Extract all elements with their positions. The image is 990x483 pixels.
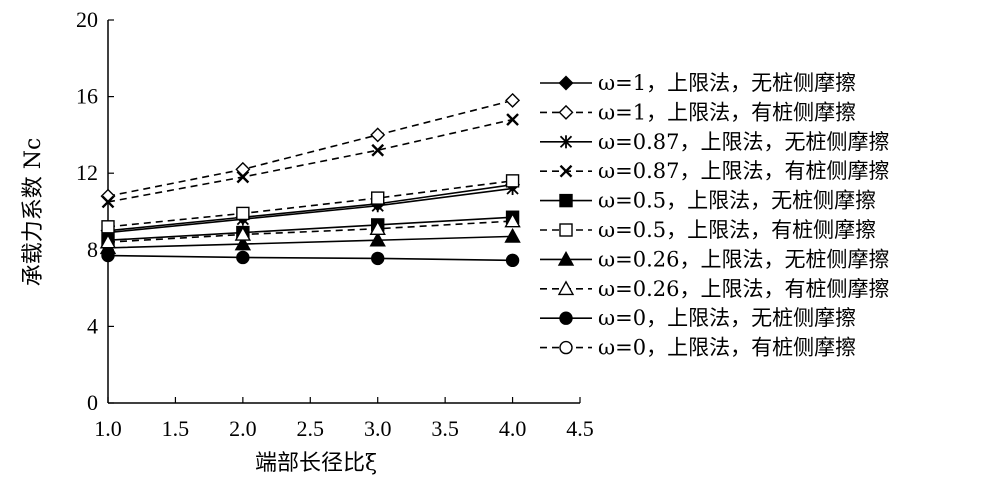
legend-item: ω=1，上限法，有桩侧摩擦 <box>540 100 856 124</box>
series-line <box>107 254 513 262</box>
legend-label: ω=0.5，上限法，无桩侧摩擦 <box>598 189 876 213</box>
data-point <box>236 170 250 184</box>
x-tick-label: 2.5 <box>297 416 325 441</box>
data-point <box>369 231 386 247</box>
legend-item: ω=0，上限法，无桩侧摩擦 <box>540 306 856 330</box>
data-point <box>371 143 385 157</box>
legend-marker <box>559 135 573 149</box>
legend-item: ω=1，上限法，无桩侧摩擦 <box>540 71 856 95</box>
legend-label: ω=0.87，上限法，有桩侧摩擦 <box>598 159 889 183</box>
legend-item: ω=0.26，上限法，无桩侧摩擦 <box>540 247 889 271</box>
marker-stroke <box>101 195 115 209</box>
marker-stroke <box>236 170 250 184</box>
legend-marker <box>559 223 573 237</box>
data-point <box>505 174 520 188</box>
y-tick-label: 8 <box>87 237 98 262</box>
series-line <box>107 118 513 203</box>
legend-label: ω=0.5，上限法，有桩侧摩擦 <box>598 218 876 242</box>
data-point <box>505 253 520 268</box>
y-tick-label: 12 <box>76 160 98 185</box>
series-layer <box>99 92 521 268</box>
data-point <box>101 220 115 234</box>
data-point <box>236 250 250 265</box>
data-point <box>371 251 385 266</box>
legend-label: ω=0.26，上限法，有桩侧摩擦 <box>598 277 889 301</box>
data-point <box>370 127 386 143</box>
data-point <box>504 212 521 228</box>
series-line <box>107 220 513 243</box>
y-tick-label: 0 <box>87 390 98 415</box>
legend-item: ω=0.87，上限法，有桩侧摩擦 <box>540 159 889 183</box>
series-7 <box>99 212 521 249</box>
x-tick-label: 3.0 <box>364 416 392 441</box>
series-line <box>107 235 513 249</box>
x-tick-label: 4.0 <box>499 416 527 441</box>
series-line <box>107 99 513 197</box>
series-line <box>107 216 513 242</box>
y-tick-label: 4 <box>87 313 98 338</box>
marker-stroke <box>559 164 573 178</box>
marker-stroke <box>371 143 385 157</box>
legend-label: ω=0.87，上限法，无桩侧摩擦 <box>598 130 889 154</box>
legend-marker <box>559 164 573 178</box>
series-line <box>107 180 513 228</box>
legend-item: ω=0.5，上限法，无桩侧摩擦 <box>540 189 876 213</box>
axes: 0 4 8 12 16 20 1.0 1.5 2.0 2.5 3.0 3.5 4.0 4.5 <box>76 7 594 441</box>
legend-label: ω=0.26，上限法，无桩侧摩擦 <box>598 247 889 271</box>
data-point <box>506 113 519 126</box>
data-point <box>504 227 521 243</box>
series-1 <box>100 92 521 204</box>
data-point <box>234 235 252 251</box>
data-point <box>505 92 521 108</box>
legend-marker <box>559 193 573 208</box>
x-tick-label: 1.5 <box>162 416 190 441</box>
legend-marker <box>558 75 574 91</box>
legend: ω=1，上限法，无桩侧摩擦 ω=1，上限法，有桩侧摩擦 ω=0.87，上限法，无桩侧… <box>540 71 889 360</box>
x-axis-title: 端部长径比ξ <box>255 451 377 476</box>
x-tick-label: 3.5 <box>431 416 459 441</box>
legend-marker <box>558 104 574 120</box>
legend-marker <box>559 340 573 355</box>
series-line <box>107 183 513 232</box>
marker-stroke <box>506 113 519 126</box>
y-tick-label: 20 <box>76 7 98 32</box>
legend-label: ω=1，上限法，有桩侧摩擦 <box>598 100 856 124</box>
data-point <box>99 233 117 249</box>
legend-marker <box>559 311 573 325</box>
legend-item: ω=0.5，上限法，有桩侧摩擦 <box>540 218 876 242</box>
data-point <box>371 191 385 205</box>
series-line <box>107 187 513 234</box>
legend-item: ω=0.26，上限法，有桩侧摩擦 <box>540 277 889 301</box>
legend-marker <box>557 250 575 266</box>
series-5 <box>101 174 520 234</box>
series-3 <box>101 113 519 209</box>
series-6 <box>99 227 521 255</box>
data-point <box>236 206 250 221</box>
x-tick-label: 1.0 <box>94 416 122 441</box>
x-tick-label: 2.0 <box>229 416 257 441</box>
legend-marker <box>557 280 575 296</box>
y-tick-label: 16 <box>76 84 98 109</box>
y-axis-title: 承载力系数 Nc <box>21 138 46 287</box>
legend-item: ω=0，上限法，有桩侧摩擦 <box>540 336 856 360</box>
data-point <box>234 226 252 241</box>
legend-label: ω=1，上限法，无桩侧摩擦 <box>598 71 856 95</box>
legend-item: ω=0.87，上限法，无桩侧摩擦 <box>540 130 889 154</box>
legend-label: ω=0，上限法，无桩侧摩擦 <box>598 306 856 330</box>
series-4 <box>101 210 520 247</box>
data-point <box>101 248 115 263</box>
legend-label: ω=0，上限法，有桩侧摩擦 <box>598 336 856 360</box>
x-tick-label: 4.5 <box>566 416 594 441</box>
series-8 <box>101 248 520 268</box>
data-point <box>101 195 115 209</box>
data-point <box>369 220 386 236</box>
